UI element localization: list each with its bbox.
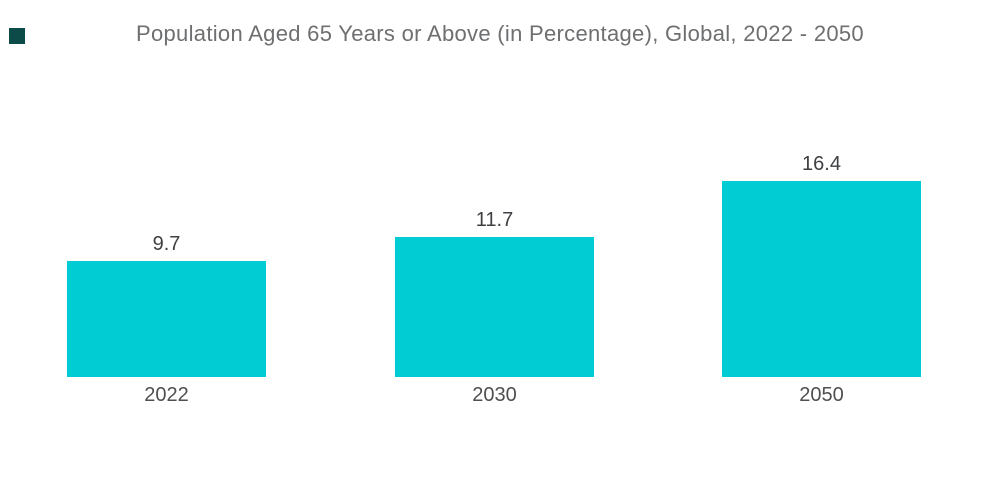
value-label-2030: 11.7 [475,209,514,231]
category-label-2022: 2022 [144,384,189,406]
bar-group-2030: 11.7 2030 [395,209,594,406]
category-label-2030: 2030 [472,384,517,406]
bar-2050 [722,181,921,377]
brand-logo-mark [9,28,25,44]
chart-title: Population Aged 65 Years or Above (in Pe… [136,21,864,46]
value-label-2050: 16.4 [802,153,841,175]
value-label-2022: 9.7 [152,233,181,255]
category-label-2050: 2050 [799,384,844,406]
bar-group-2050: 16.4 2050 [722,153,921,406]
bar-group-2022: 9.7 2022 [67,233,266,406]
bar-2022 [67,261,266,377]
bar-2030 [395,237,594,377]
